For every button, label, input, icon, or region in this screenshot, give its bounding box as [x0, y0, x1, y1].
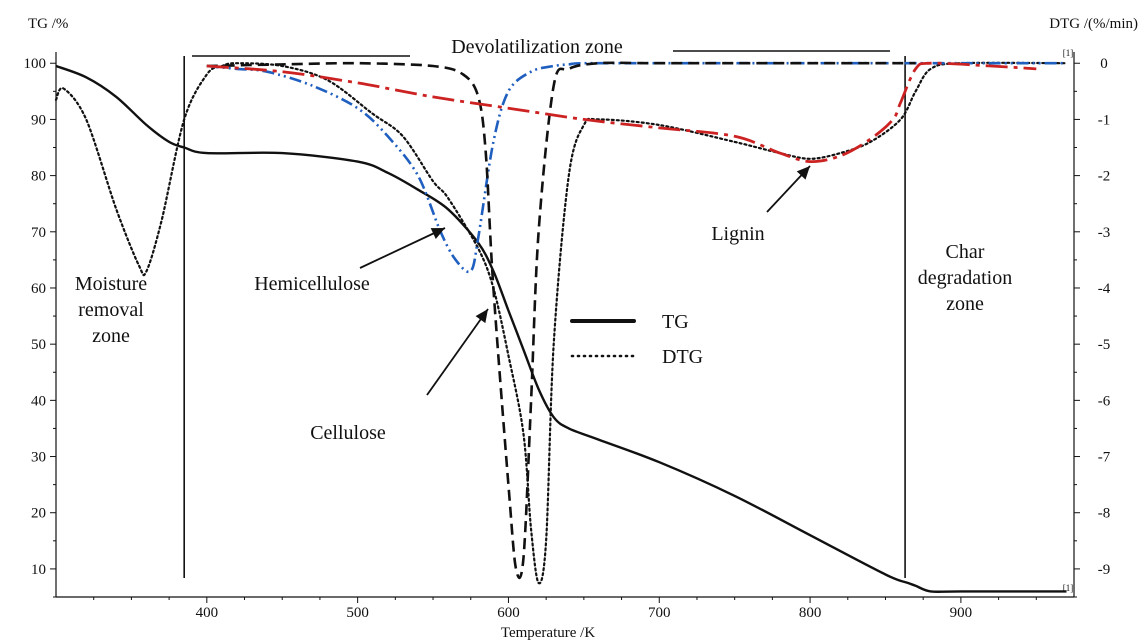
- cellulose-label: Cellulose: [310, 422, 386, 444]
- y2-tick-label: -4: [1098, 281, 1111, 297]
- legend-label-dtg: DTG: [662, 346, 703, 368]
- x-axis-title: Temperature /K: [501, 625, 595, 641]
- axis-note-bottom: [1]: [1063, 583, 1074, 593]
- y-tick-label: 100: [24, 56, 47, 72]
- y2-axis-title: DTG /(%/min): [1049, 16, 1138, 32]
- x-tick-label: 900: [950, 605, 973, 621]
- x-tick-label: 700: [648, 605, 671, 621]
- lignin-label: Lignin: [711, 223, 764, 245]
- cellulose-arrow-head: [475, 309, 488, 324]
- char-zone-label-line3: zone: [946, 293, 984, 315]
- x-tick-label: 800: [799, 605, 822, 621]
- lignin-series-line: [206, 61, 1037, 164]
- y2-tick-label: -1: [1098, 112, 1111, 128]
- y-tick-label: 40: [31, 393, 46, 409]
- x-tick-label: 500: [346, 605, 369, 621]
- y-tick-label: 90: [31, 112, 46, 128]
- legend-label-tg: TG: [662, 311, 689, 333]
- y2-tick-label: -8: [1098, 506, 1111, 522]
- x-tick-label: 600: [497, 605, 520, 621]
- lignin-arrow-head: [796, 166, 810, 180]
- y-tick-label: 80: [31, 169, 46, 185]
- cellulose-series-line: [206, 61, 916, 580]
- char-zone-label-line2: degradation: [918, 267, 1012, 289]
- y-tick-label: 30: [31, 450, 46, 466]
- devolatilization-zone-label: Devolatilization zone: [451, 36, 623, 58]
- axis-note-top: [1]: [1063, 48, 1074, 58]
- x-tick-label: 400: [196, 605, 219, 621]
- moisture-zone-label-line3: zone: [92, 325, 130, 347]
- moisture-zone-label-line1: Moisture: [75, 273, 147, 295]
- y2-tick-label: -2: [1098, 169, 1111, 185]
- y-tick-label: 50: [31, 337, 46, 353]
- char-zone-label-line1: Char: [946, 241, 985, 263]
- hemicellulose-arrow-head: [430, 228, 445, 239]
- cellulose-arrow-shaft: [426, 308, 489, 396]
- y2-tick-label: -5: [1098, 337, 1111, 353]
- y2-tick-label: -7: [1098, 450, 1111, 466]
- y-axis-title: TG /%: [28, 16, 68, 32]
- dtg-series-line: [54, 61, 1068, 585]
- y-tick-label: 20: [31, 506, 46, 522]
- moisture-zone-label-line2: removal: [78, 299, 144, 321]
- y-tick-label: 10: [31, 562, 46, 578]
- y2-tick-label: -9: [1098, 562, 1111, 578]
- y2-tick-label: 0: [1100, 56, 1108, 72]
- y2-tick-label: -6: [1098, 393, 1111, 409]
- y-tick-label: 60: [31, 281, 46, 297]
- y2-tick-label: -3: [1098, 225, 1111, 241]
- y-tick-label: 70: [31, 225, 46, 241]
- hemicellulose-arrow-shaft: [359, 227, 446, 269]
- hemicellulose-label: Hemicellulose: [254, 273, 370, 295]
- tg-series-line: [55, 64, 1067, 593]
